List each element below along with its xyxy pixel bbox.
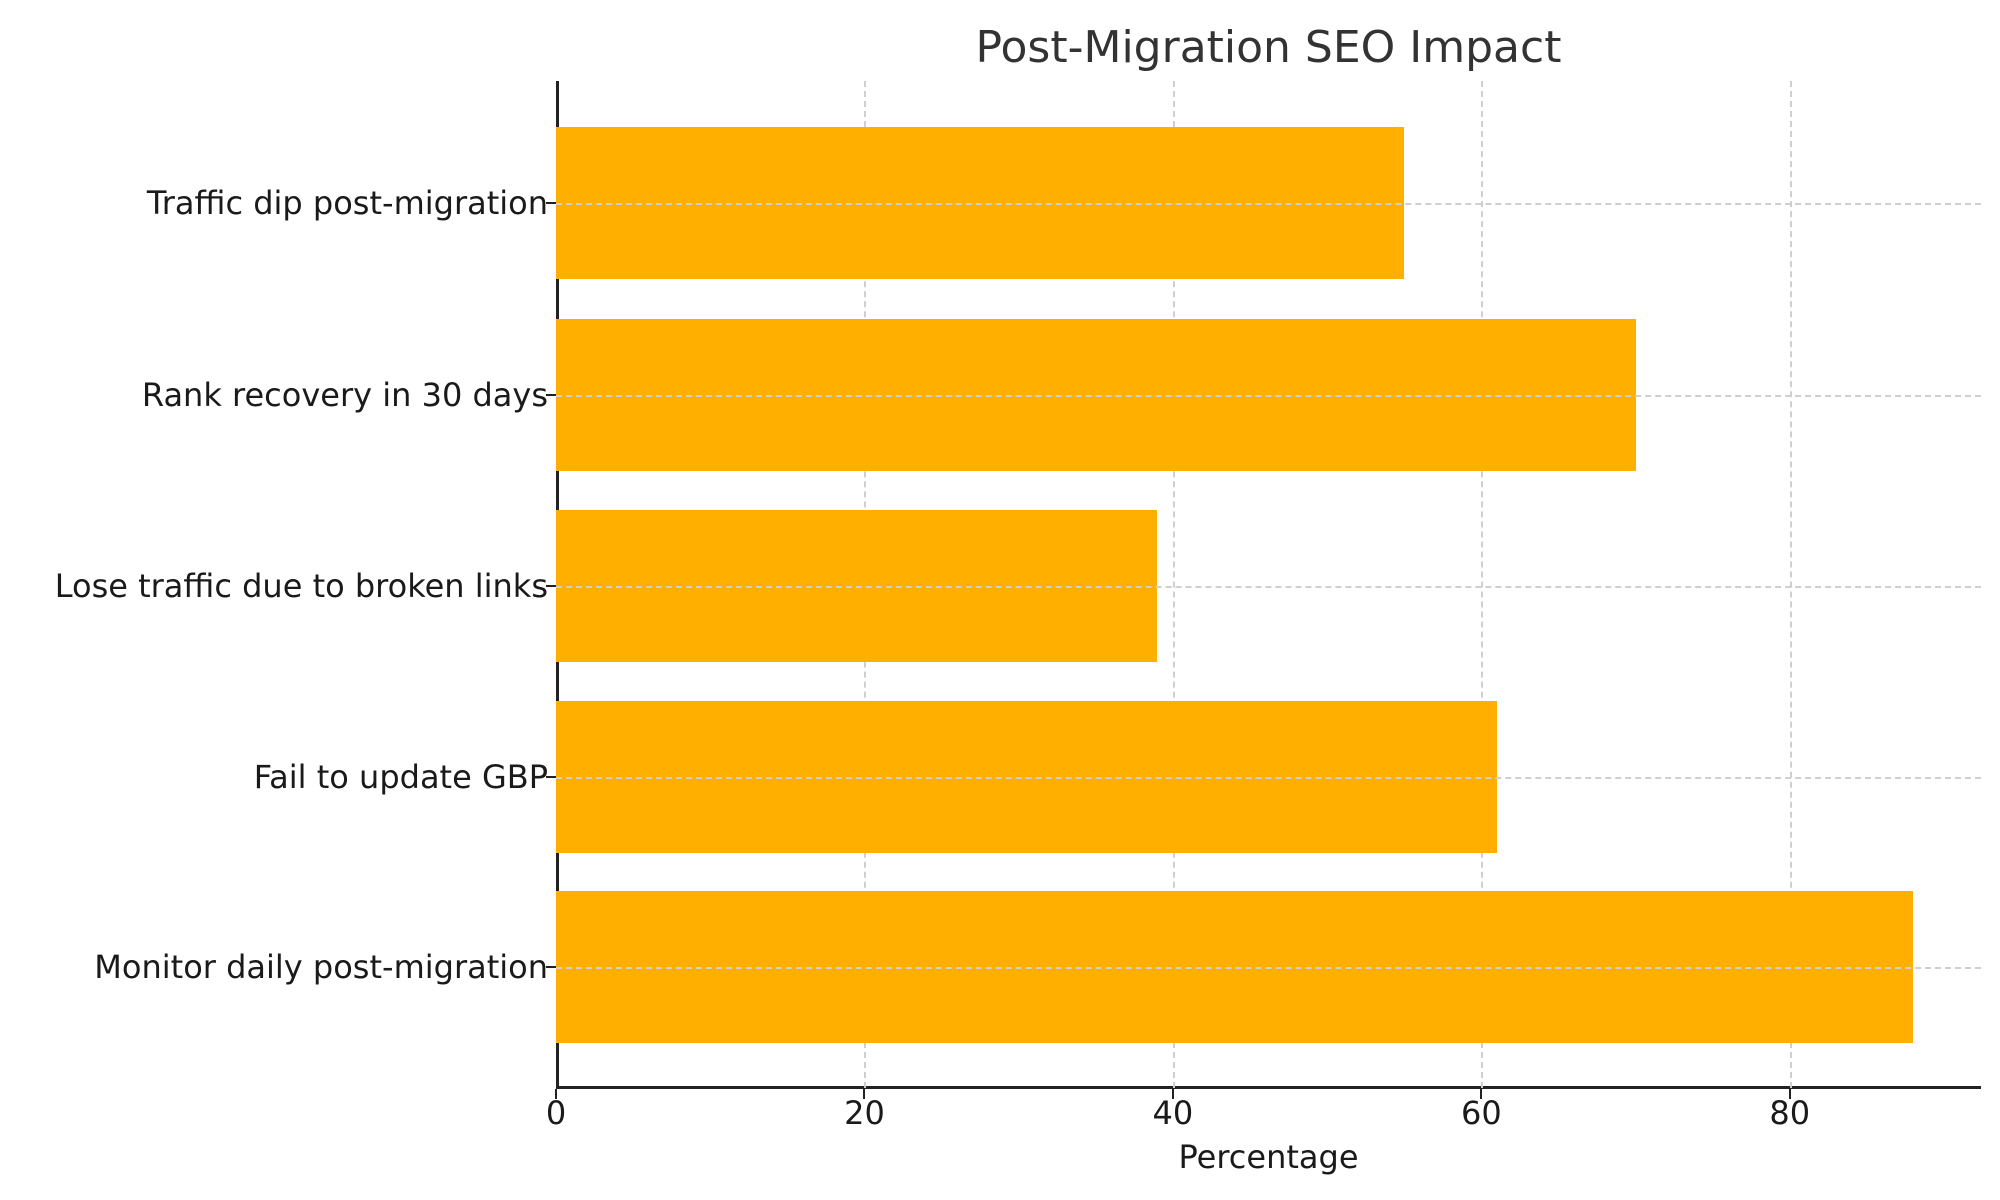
x-axis-line (556, 1086, 1981, 1089)
y-tick-label: Rank recovery in 30 days (141, 376, 548, 414)
x-tick (1171, 1089, 1174, 1099)
y-tick-label: Traffic dip post-migration (146, 184, 548, 222)
y-tick-label: Monitor daily post-migration (94, 948, 548, 986)
y-gridline (556, 203, 1981, 205)
chart-title: Post-Migration SEO Impact (975, 22, 1562, 73)
x-tick (555, 1089, 557, 1099)
y-tick (546, 585, 556, 587)
y-gridline (556, 586, 1981, 588)
x-gridline (1172, 81, 1175, 1088)
y-tick (546, 202, 556, 204)
y-tick-label: Lose traffic due to broken links (54, 567, 548, 605)
y-gridline (556, 395, 1981, 397)
x-gridline (1481, 81, 1484, 1088)
plot-area (546, 81, 1981, 1099)
y-tick-label: Fail to update GBP (253, 758, 548, 796)
x-gridline (1789, 81, 1792, 1088)
x-tick-label: 40 (1152, 1094, 1194, 1132)
x-tick-label: 80 (1769, 1094, 1811, 1132)
x-tick (1480, 1089, 1483, 1099)
x-tick-label: 0 (545, 1094, 567, 1132)
y-tick (546, 966, 556, 968)
x-axis-title: Percentage (1178, 1138, 1359, 1176)
x-tick (863, 1089, 866, 1099)
y-gridline (556, 967, 1981, 969)
y-tick (546, 394, 556, 396)
x-tick (1788, 1089, 1791, 1099)
y-tick (546, 776, 556, 778)
y-gridline (556, 777, 1981, 779)
x-tick-label: 60 (1460, 1094, 1502, 1132)
x-tick-label: 20 (844, 1094, 885, 1132)
